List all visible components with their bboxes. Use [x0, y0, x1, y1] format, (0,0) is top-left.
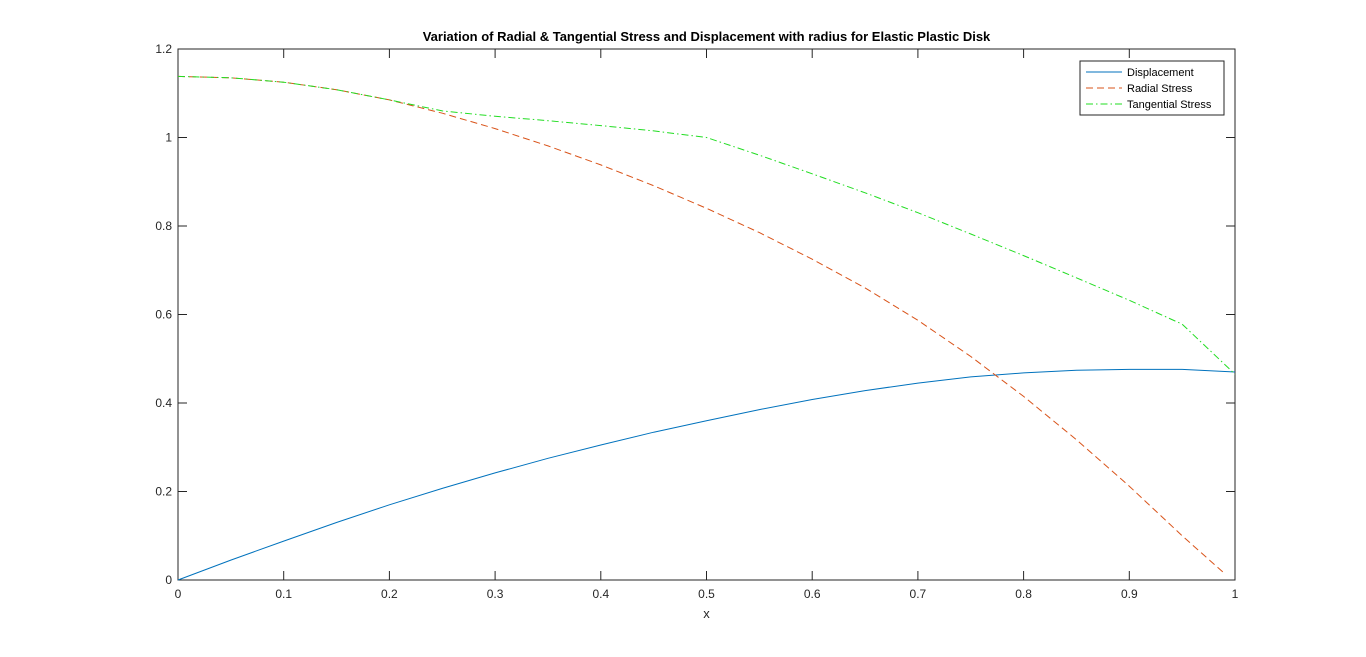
x-tick-label: 0.8	[1015, 587, 1032, 601]
x-tick-label: 1	[1232, 587, 1239, 601]
series-line-displacement	[177, 368, 1236, 581]
x-tick-label: 0.6	[804, 587, 821, 601]
x-tick-label: 0.9	[1121, 587, 1138, 601]
y-tick-label: 1	[165, 131, 172, 145]
y-tick-label: 0.8	[155, 219, 172, 233]
y-tick-label: 1.2	[155, 42, 172, 56]
x-tick-label: 0	[175, 587, 182, 601]
y-tick-label: 0.4	[155, 396, 172, 410]
plot-area-frame	[177, 48, 1236, 581]
x-tick-label: 0.1	[275, 587, 292, 601]
series-line-tangential-stress	[177, 75, 1236, 375]
x-axis: 0 0.1 0.2 0.3 0.4 0.5 0.6 0.7 0.8 0.9 1	[175, 49, 1239, 601]
x-tick-label: 0.2	[381, 587, 398, 601]
x-axis-label: x	[703, 606, 710, 621]
y-axis: 0 0.2 0.4 0.6 0.8 1 1.2	[155, 42, 1235, 587]
series-lines	[177, 75, 1236, 581]
x-tick-label: 0.5	[698, 587, 715, 601]
x-tick-label: 0.3	[487, 587, 504, 601]
chart-title: Variation of Radial & Tangential Stress …	[423, 29, 991, 44]
legend-label: Displacement	[1127, 67, 1194, 79]
legend-label: Tangential Stress	[1127, 99, 1212, 111]
legend: Displacement Radial Stress Tangential Stre…	[1079, 60, 1225, 116]
x-tick-label: 0.4	[592, 587, 609, 601]
legend-label: Radial Stress	[1127, 83, 1193, 95]
axes-box	[177, 48, 1236, 581]
y-tick-label: 0.2	[155, 485, 172, 499]
x-tick-label: 0.7	[910, 587, 927, 601]
y-tick-label: 0.6	[155, 308, 172, 322]
y-tick-label: 0	[165, 573, 172, 587]
